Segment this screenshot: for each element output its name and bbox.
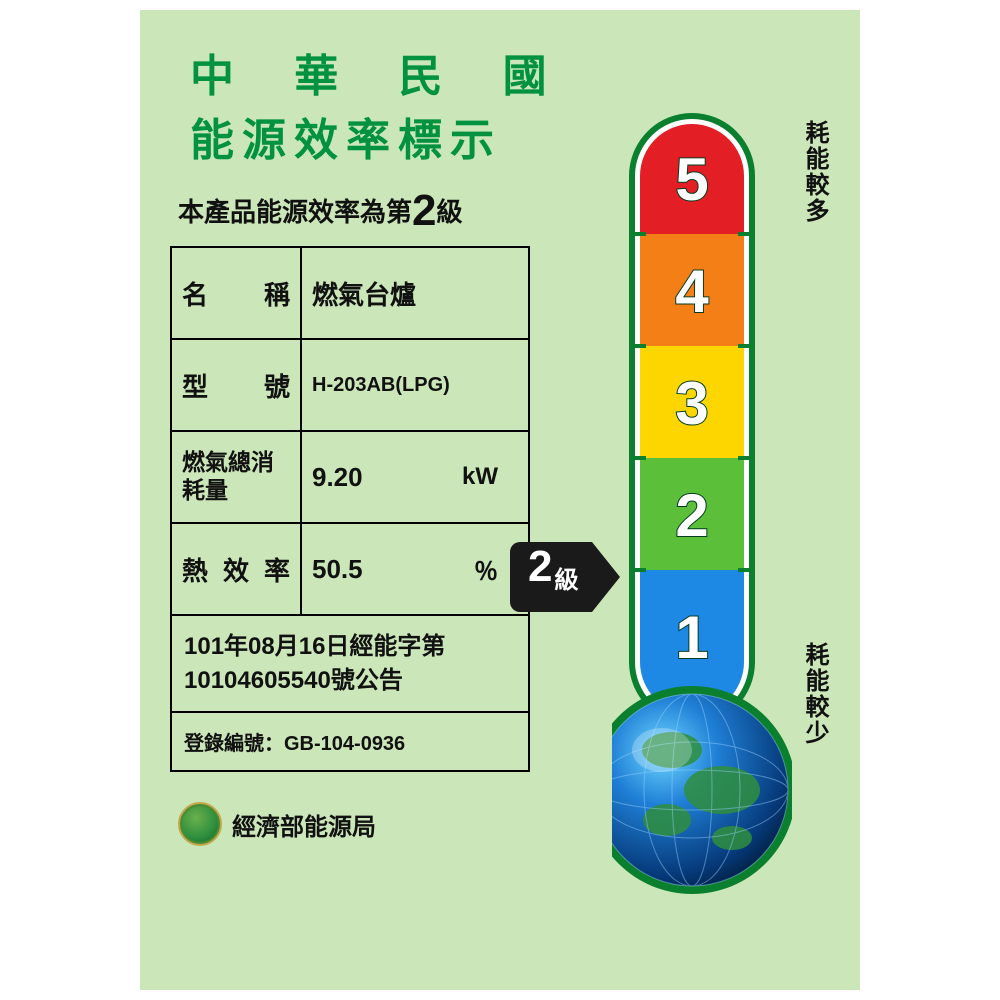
row-label: 熱效率 [171,523,301,615]
thermometer: 耗能較多 耗能較少 5 4 3 2 1 [572,90,832,960]
registration-prefix: 登錄編號： [184,733,284,755]
thermo-label-top: 耗能較多 [797,120,832,224]
spec-table: 名 稱燃氣台爐型 號H-203AB(LPG)燃氣總消耗量9.20kW熱效率50.… [170,246,530,772]
agency-name: 經濟部能源局 [232,807,376,842]
table-row: 型 號 H-203AB(LPG) [171,339,529,431]
row-label: 型 號 [171,339,301,431]
notice-text: 101年08月16日經能字第10104605540號公告 [171,615,529,712]
registration-number: GB-104-0936 [284,733,405,755]
row-value: 50.5 ％ [301,523,529,615]
table-row: 熱效率 50.5 ％ [171,523,529,615]
value-text: 燃氣台爐 [312,280,416,310]
grade-pointer: 2 級 [510,542,640,612]
pointer-body: 2 級 [510,542,592,612]
value-text: 50.5 [312,554,363,584]
thermo-number-5: 5 [675,146,708,213]
row-label: 名 稱 [171,247,301,339]
pointer-arrow-icon [592,542,620,612]
subtitle-grade: 2 [412,186,436,235]
thermo-label-bottom: 耗能較少 [797,642,832,746]
row-value: 9.20 kW [301,431,529,523]
thermo-number-4: 4 [675,258,709,325]
thermo-number-3: 3 [675,370,708,437]
row-value: H-203AB(LPG) [301,339,529,431]
subtitle-prefix: 本產品能源效率為第 [178,197,412,227]
value-text: 9.20 [312,462,363,492]
energy-label-card: 中 華 民 國 能源效率標示 本產品能源效率為第2級 名 稱燃氣台爐型 號H-2… [140,10,860,990]
row-label: 燃氣總消耗量 [171,431,301,523]
table-row: 名 稱燃氣台爐 [171,247,529,339]
table-row: 燃氣總消耗量 9.20 kW [171,431,529,523]
pointer-number: 2 [528,542,552,592]
thermo-number-2: 2 [675,482,708,549]
value-text: H-203AB(LPG) [312,374,450,396]
thermo-number-1: 1 [675,604,708,671]
thermometer-svg: 5 4 3 2 1 [612,90,792,910]
pointer-suffix: 級 [554,560,578,595]
value-unit: ％ [474,552,498,587]
row-value: 燃氣台爐 [301,247,529,339]
registration-cell: 登錄編號：GB-104-0936 [171,712,529,771]
notice-row: 101年08月16日經能字第10104605540號公告 [171,615,529,712]
globe-highlight [632,728,692,772]
value-unit: kW [462,463,498,491]
agency-logo-icon [178,802,222,846]
subtitle-suffix: 級 [437,197,463,227]
registration-row: 登錄編號：GB-104-0936 [171,712,529,771]
